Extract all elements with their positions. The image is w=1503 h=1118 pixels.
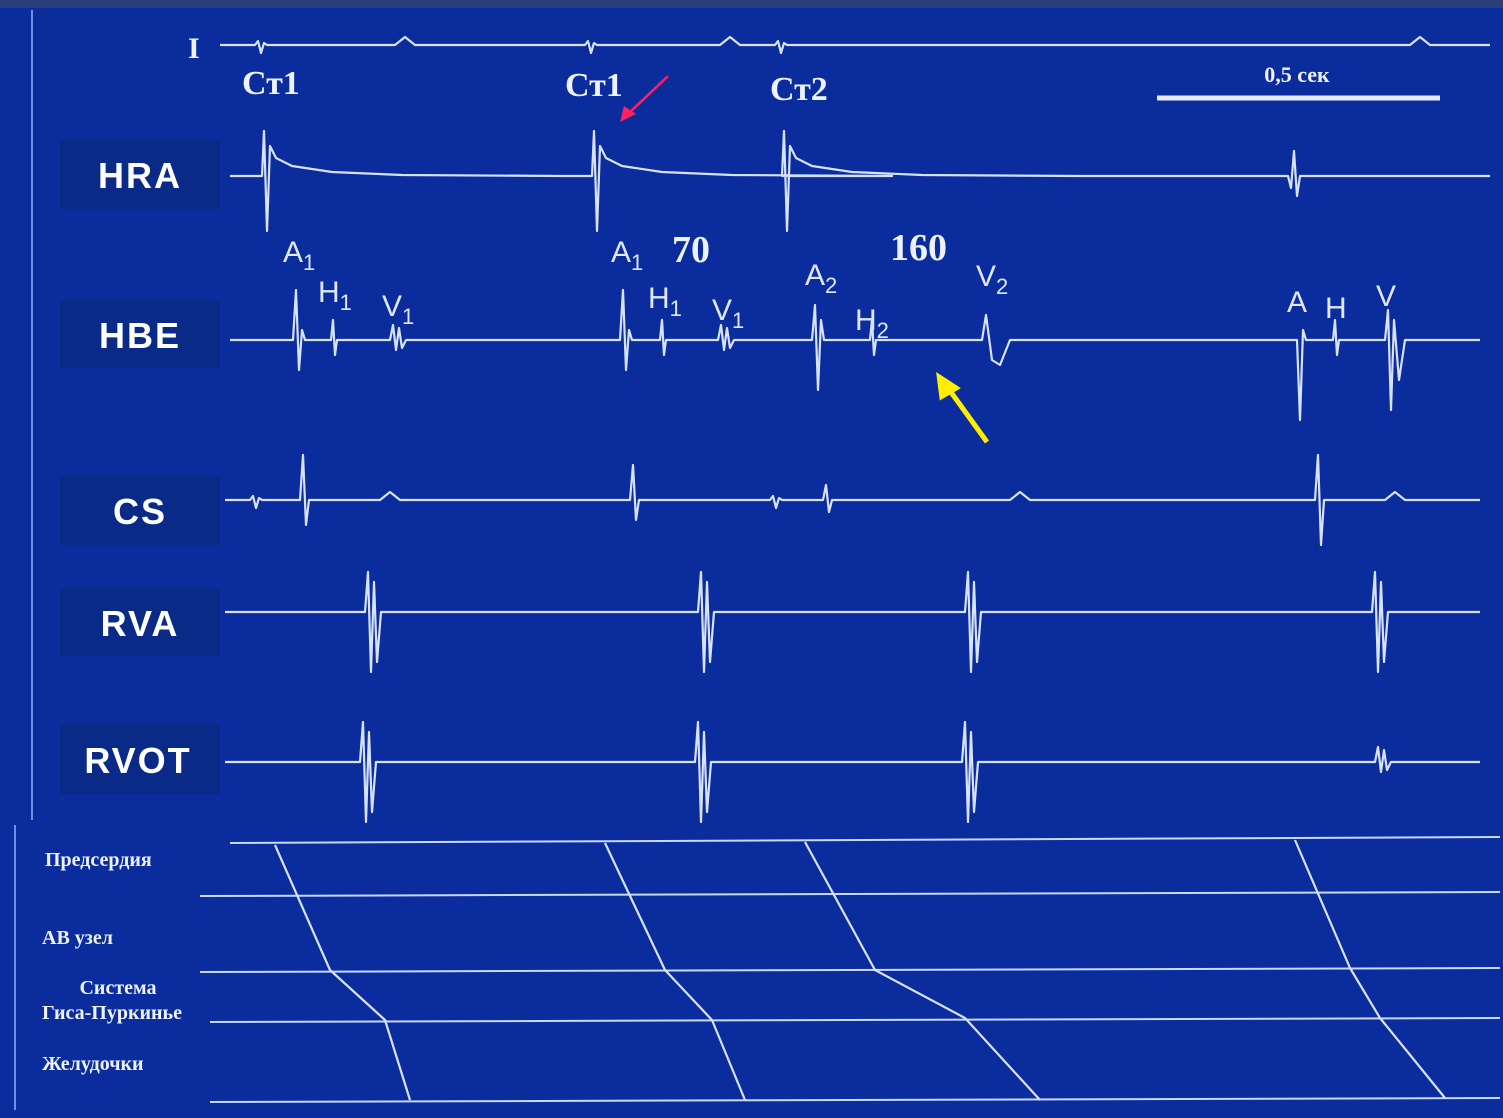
label-box [60, 588, 220, 656]
label-base: H [1325, 292, 1347, 325]
ladder-label: Предсердия [45, 849, 152, 871]
arrow-head [936, 371, 961, 401]
label-base: V [712, 294, 732, 327]
scale-label: 0,5 сек [1264, 62, 1330, 87]
label-sub: 1 [340, 290, 352, 315]
ladder-line [229, 836, 1501, 844]
label-base: H [648, 282, 670, 315]
interval-label: 160 [890, 227, 947, 269]
conduction-line [273, 844, 412, 1101]
lead-label: HBE [99, 315, 181, 356]
trace [230, 129, 1490, 233]
stimulus-label: Ст1 [242, 65, 300, 102]
ladder-line [209, 1017, 1501, 1023]
ladder-label: АВ узел [42, 927, 113, 949]
hbe-label: H1 [648, 282, 682, 321]
lead-label: HRA [98, 155, 182, 196]
hbe-label: V1 [712, 294, 744, 333]
ladder-label: Гиса-Пуркинье [42, 1002, 182, 1024]
label-base: H [318, 276, 340, 309]
lead-label: CS [113, 491, 167, 532]
label-base: V [976, 260, 996, 293]
stimulus-label: Ст1 [565, 67, 623, 104]
traces [220, 35, 1490, 824]
ladder-label: Желудочки [42, 1053, 144, 1075]
ladder-label: Система [79, 977, 156, 999]
label-base: A [611, 236, 631, 269]
hbe-label: A1 [611, 236, 643, 275]
ladder-line [199, 891, 1501, 897]
hbe-label: V1 [382, 290, 414, 329]
hbe-label: V2 [976, 260, 1008, 299]
trace [225, 720, 1480, 824]
label-sub: 2 [996, 274, 1008, 299]
hbe-label: V [1376, 280, 1396, 313]
label-base: V [382, 290, 402, 323]
label-box [60, 300, 220, 368]
label-base: A [805, 259, 825, 292]
label-box [60, 139, 220, 209]
hbe-label: A1 [283, 236, 315, 275]
conduction-line [604, 842, 747, 1101]
lead-label: I [188, 32, 200, 65]
label-sub: 1 [631, 250, 643, 275]
label-box [60, 724, 220, 794]
label-sub: 1 [303, 250, 315, 275]
hbe-label: H [1325, 292, 1347, 325]
label-sub: 1 [670, 296, 682, 321]
trace [230, 288, 1480, 422]
conduction-line [1293, 839, 1446, 1099]
trace [225, 570, 1480, 674]
hbe-label: A [1287, 286, 1307, 319]
ladder-line [209, 1097, 1501, 1103]
ladder-line [199, 967, 1501, 973]
ladder-diagram: Предсердия АВ узел Система Гиса-Пуркинье… [42, 836, 1501, 1103]
arrow-head [620, 106, 636, 122]
label-base: A [283, 236, 303, 269]
arrow-shaft [945, 386, 990, 444]
arrow-shaft [627, 75, 669, 115]
interval-label: 70 [672, 229, 710, 271]
hbe-label: A2 [805, 259, 837, 298]
yellow-arrow [936, 371, 990, 444]
label-base: V [1376, 280, 1396, 313]
stimulus-label: Ст2 [770, 71, 828, 108]
label-base: A [1287, 286, 1307, 319]
label-sub: 2 [825, 273, 837, 298]
lead-box: HRA HBE CS RVA RVOT [60, 139, 220, 794]
hbe-label: H1 [318, 276, 352, 315]
conduction-line [804, 841, 1041, 1101]
label-sub: 1 [732, 308, 744, 333]
label-sub: 2 [877, 318, 889, 343]
trace [220, 35, 1490, 55]
label-sub: 1 [402, 304, 414, 329]
red-arrow [620, 75, 669, 122]
top-border [0, 0, 1503, 8]
lead-label: RVA [101, 603, 180, 644]
lead-label: RVOT [84, 740, 191, 781]
label-box [60, 475, 220, 545]
trace [225, 453, 1480, 547]
